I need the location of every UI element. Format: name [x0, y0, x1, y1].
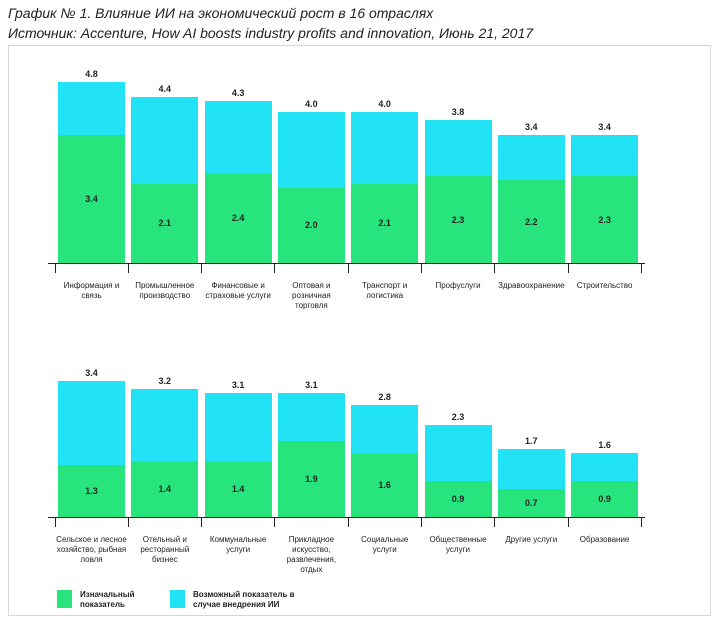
- bar: [277, 187, 345, 263]
- category-separator: [494, 263, 496, 273]
- x-tick-label: Социальные услуги: [361, 535, 409, 554]
- category-separator: [567, 517, 569, 527]
- x-tick-label: Коммунальные услуги: [209, 535, 267, 554]
- x-tick-label: Образование: [579, 535, 630, 544]
- bar: [351, 453, 419, 517]
- value-label: 3.2: [158, 376, 172, 386]
- x-tick-label: Профуслуги: [435, 281, 481, 290]
- bar: [424, 481, 492, 517]
- category-separator: [567, 263, 569, 273]
- value-label: 0.9: [451, 494, 465, 504]
- value-label: 1.9: [305, 474, 318, 484]
- value-label: 3.1: [305, 380, 318, 390]
- value-label: 2.8: [378, 392, 391, 402]
- value-label: 1.4: [158, 484, 172, 494]
- x-tick-label: Другие услуги: [505, 535, 558, 544]
- value-label: 3.4: [598, 121, 611, 132]
- category-separator: [127, 517, 129, 527]
- x-tick-label: Финансовые и страховые услуги: [205, 281, 271, 300]
- x-tick-label: Прикладное искусство, развлечения, отдых: [286, 535, 337, 574]
- bar: [351, 183, 419, 263]
- x-tick-label: Отельный и ресторанный бизнес: [140, 535, 190, 564]
- x-tick-label: Здравоохранение: [498, 281, 565, 290]
- category-separator: [54, 263, 56, 273]
- value-label: 2.1: [158, 218, 172, 229]
- x-axis-line: [48, 517, 645, 518]
- category-separator: [640, 517, 642, 527]
- value-label: 1.6: [378, 480, 391, 490]
- bar: [424, 176, 492, 263]
- bar: [131, 183, 199, 263]
- value-label: 3.4: [525, 121, 538, 132]
- value-label: 1.7: [525, 436, 538, 446]
- x-tick-label: Строительство: [576, 281, 633, 290]
- value-label: 2.4: [231, 212, 245, 223]
- value-label: 4.8: [85, 69, 98, 80]
- value-label: 4.0: [305, 99, 318, 110]
- value-label: 4.0: [378, 99, 391, 110]
- value-label: 4.3: [231, 87, 245, 98]
- value-label: 1.6: [598, 440, 611, 450]
- bar: [571, 176, 639, 263]
- value-label: 2.3: [598, 214, 611, 225]
- category-separator: [127, 263, 129, 273]
- x-tick-label: Информация и связь: [63, 281, 120, 300]
- x-tick-label: Оптовая и розничная торговля: [292, 281, 331, 310]
- category-separator: [640, 263, 642, 273]
- value-label: 3.4: [85, 193, 98, 204]
- value-label: 2.3: [451, 412, 465, 422]
- bar: [571, 481, 639, 517]
- legend-label: Возможный показатель в случае внедрения …: [193, 590, 295, 609]
- category-separator: [274, 263, 276, 273]
- category-separator: [421, 263, 422, 273]
- value-label: 1.3: [85, 486, 98, 496]
- value-label: 4.4: [158, 84, 172, 95]
- value-label: 2.0: [305, 220, 318, 231]
- x-tick-label: Транспорт и логистика: [362, 281, 408, 300]
- category-separator: [274, 517, 276, 527]
- category-separator: [347, 263, 349, 273]
- bar: [497, 180, 565, 263]
- value-label: 3.1: [231, 380, 245, 390]
- category-separator: [54, 517, 56, 527]
- value-label: 2.1: [378, 218, 391, 229]
- x-axis-line: [48, 263, 645, 264]
- bar: [131, 461, 199, 517]
- bar: [58, 134, 125, 263]
- value-label: 3.8: [451, 106, 465, 117]
- legend-swatch: [57, 590, 72, 608]
- category-separator: [421, 517, 422, 527]
- value-label: 0.7: [525, 498, 538, 508]
- bar: [58, 465, 125, 517]
- chart-title: График № 1. Влияние ИИ на экономический …: [8, 5, 434, 21]
- legend-swatch: [170, 590, 185, 608]
- x-tick-label: Промышленное производство: [135, 281, 195, 300]
- category-separator: [201, 263, 203, 273]
- value-label: 1.4: [231, 484, 245, 494]
- legend-label: Изначальный показатель: [80, 590, 135, 609]
- value-label: 2.3: [451, 214, 465, 225]
- chart-subtitle: Источник: Accenture, How AI boosts indus…: [8, 25, 534, 41]
- x-tick-label: Общественные услуги: [429, 535, 487, 554]
- bar: [497, 489, 565, 517]
- value-label: 0.9: [598, 494, 611, 504]
- bar: [204, 461, 272, 517]
- category-separator: [494, 517, 496, 527]
- bar: [204, 172, 272, 263]
- bar: [277, 441, 345, 517]
- category-separator: [347, 517, 349, 527]
- chart-frame: [8, 45, 711, 616]
- x-tick-label: Сельское и лесное хозяйство, рыбная ловл…: [56, 535, 127, 564]
- value-label: 2.2: [525, 216, 538, 227]
- category-separator: [201, 517, 203, 527]
- value-label: 3.4: [85, 368, 98, 378]
